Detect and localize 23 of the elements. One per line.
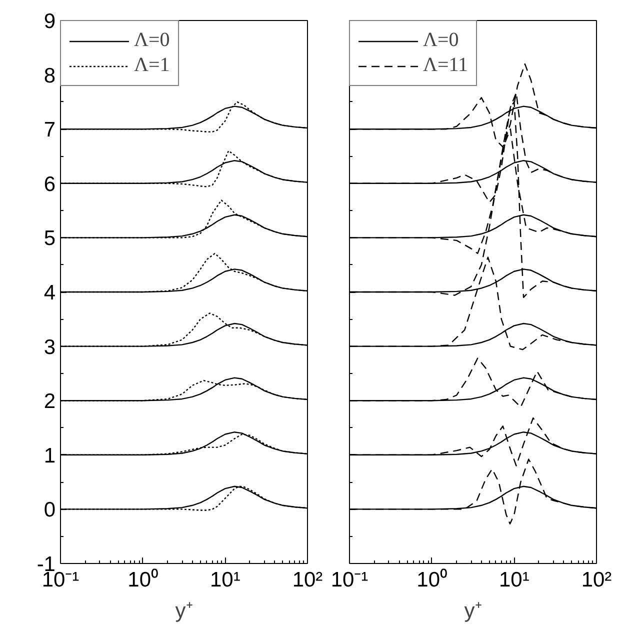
y-tick-label: 8: [44, 64, 56, 88]
x-tick-label: 10¹: [210, 568, 240, 592]
x-tick-label: 10⁰: [128, 568, 158, 592]
legend-label: Λ=1: [134, 54, 170, 77]
y-tick-label: 9: [44, 10, 56, 33]
x-axis-title: y⁺: [175, 600, 193, 622]
legend-label: Λ=0: [134, 29, 170, 52]
x-tick-label: 10⁻¹: [330, 568, 368, 592]
y-tick-label: 5: [44, 227, 56, 250]
y-tick-label: 6: [44, 172, 56, 196]
y-tick-label: 7: [44, 118, 56, 142]
y-tick-label: 0: [44, 498, 56, 522]
y-tick-label: 1: [44, 444, 56, 468]
x-tick-label: 10²: [581, 568, 612, 592]
x-tick-label: 10²: [292, 568, 323, 592]
y-tick-label: 4: [44, 282, 56, 304]
x-tick-label: 10¹: [498, 568, 530, 592]
y-tick-label: 2: [44, 390, 56, 414]
x-axis-title: y⁺: [464, 600, 482, 622]
x-tick-label: 10⁰: [416, 568, 448, 592]
y-tick-label: 3: [44, 336, 56, 359]
legend-label: Λ=0: [423, 29, 459, 52]
legend-label: Λ=11: [423, 54, 468, 77]
